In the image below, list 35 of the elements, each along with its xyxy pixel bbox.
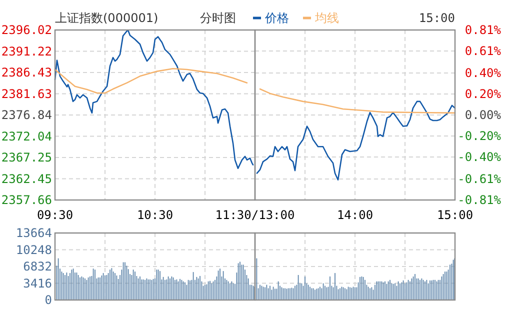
y-tick-label: 6832: [23, 260, 52, 274]
y-tick-label: 2386.43: [1, 66, 52, 80]
y-tick-label: 0: [44, 293, 52, 307]
y-tick-label: 2376.84: [1, 108, 52, 122]
text: 15:00: [418, 11, 455, 25]
y-tick-label: 2357.66: [1, 193, 52, 207]
y-tick-label: 2391.22: [1, 44, 52, 58]
x-tick-label: 14:00: [336, 208, 374, 222]
legend-item: 价格: [253, 11, 289, 25]
y2-tick-label: -0.40%: [458, 150, 502, 164]
y2-tick-label: 0.81%: [464, 23, 502, 37]
y2-tick-label: -0.81%: [458, 193, 502, 207]
y-tick-label: 2372.04: [1, 129, 52, 144]
y-tick-label: 2367.25: [1, 150, 52, 164]
legend-label: 价格: [264, 11, 289, 25]
y-tick-label: 10248: [16, 242, 52, 257]
x-tick-label: 15:00: [436, 208, 474, 222]
x-tick-label: 11:30/13:00: [215, 208, 295, 222]
y-tick-label: 2396.02: [1, 23, 52, 37]
y2-tick-label: 0.20%: [464, 87, 502, 102]
y2-tick-label: 0.40%: [464, 66, 502, 80]
y2-tick-label: 0.00%: [464, 108, 502, 122]
y-tick-label: 13664: [16, 226, 52, 240]
y-tick-label: 2381.63: [1, 86, 52, 101]
y2-tick-label: 0.61%: [464, 44, 502, 58]
x-tick-label: 09:30: [36, 208, 74, 222]
y-tick-label: 2362.45: [1, 172, 52, 186]
chart-subtitle: 分时图: [200, 11, 236, 25]
x-tick-label: 10:30: [136, 208, 174, 222]
legend-item: 均线: [303, 11, 339, 25]
y-tick-label: 3416: [23, 276, 52, 290]
y2-tick-label: -0.20%: [458, 128, 502, 143]
chart-title: 上证指数(000001): [55, 11, 158, 25]
y2-tick-label: -0.61%: [458, 172, 502, 186]
legend-label: 均线: [314, 11, 339, 25]
